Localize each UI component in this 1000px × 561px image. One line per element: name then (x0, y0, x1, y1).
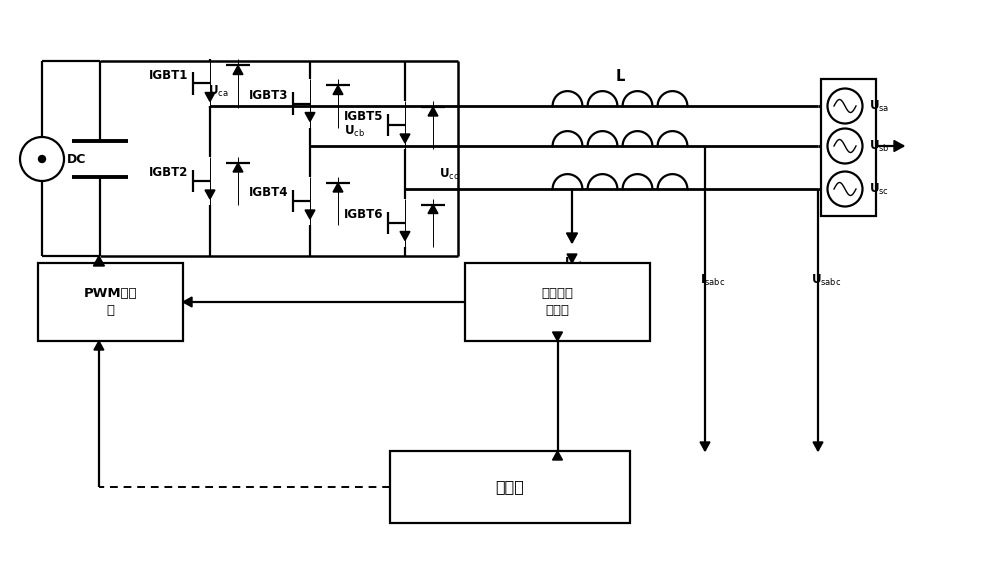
Text: 控制器: 控制器 (496, 480, 524, 494)
Circle shape (38, 155, 46, 163)
Text: U$_{\rm cc}$: U$_{\rm cc}$ (439, 167, 459, 182)
Text: U$_{\rm sa}$: U$_{\rm sa}$ (869, 98, 889, 113)
Polygon shape (333, 183, 343, 192)
Bar (821, 79, 876, 216)
Text: IGBT5: IGBT5 (344, 111, 383, 123)
Bar (390, 451, 630, 523)
Polygon shape (400, 232, 410, 241)
Polygon shape (94, 341, 104, 350)
Polygon shape (553, 451, 562, 460)
Polygon shape (428, 107, 438, 116)
Bar (465, 263, 650, 341)
Text: U$_{\rm ca}$: U$_{\rm ca}$ (208, 84, 229, 99)
Polygon shape (233, 66, 243, 75)
Polygon shape (813, 442, 823, 451)
Text: IGBT6: IGBT6 (344, 208, 383, 221)
Text: U$_{\rm cb}$: U$_{\rm cb}$ (344, 124, 365, 139)
Text: IGBT1: IGBT1 (149, 69, 188, 82)
Circle shape (827, 128, 862, 163)
Circle shape (20, 137, 64, 181)
Polygon shape (400, 134, 410, 143)
Text: I$_{\rm cabc}$: I$_{\rm cabc}$ (564, 256, 590, 271)
Text: I$_{\rm sabc}$: I$_{\rm sabc}$ (700, 273, 726, 288)
Polygon shape (553, 332, 562, 341)
Text: IGBT4: IGBT4 (248, 186, 288, 200)
Polygon shape (205, 93, 215, 102)
Text: U$_{\rm sabc}$: U$_{\rm sabc}$ (811, 273, 841, 288)
Text: U$_{\rm sb}$: U$_{\rm sb}$ (869, 139, 890, 154)
Polygon shape (205, 190, 215, 199)
Text: L: L (615, 69, 625, 84)
Polygon shape (700, 442, 710, 451)
Circle shape (827, 89, 862, 123)
Polygon shape (567, 254, 577, 263)
Circle shape (827, 172, 862, 206)
Text: IGBT3: IGBT3 (249, 89, 288, 102)
Polygon shape (305, 210, 315, 219)
Text: IGBT2: IGBT2 (149, 167, 188, 180)
Polygon shape (183, 297, 192, 307)
Polygon shape (305, 113, 315, 122)
Polygon shape (894, 140, 904, 151)
Text: U$_{\rm sc}$: U$_{\rm sc}$ (869, 181, 889, 196)
Text: PWM发生
器: PWM发生 器 (84, 287, 137, 317)
Polygon shape (233, 163, 243, 172)
Polygon shape (566, 233, 578, 243)
Bar (38, 263, 183, 341)
Text: 限流方式
选择器: 限流方式 选择器 (542, 287, 574, 317)
Polygon shape (333, 85, 343, 94)
Polygon shape (93, 256, 104, 266)
Text: DC: DC (67, 153, 86, 165)
Polygon shape (428, 205, 438, 214)
